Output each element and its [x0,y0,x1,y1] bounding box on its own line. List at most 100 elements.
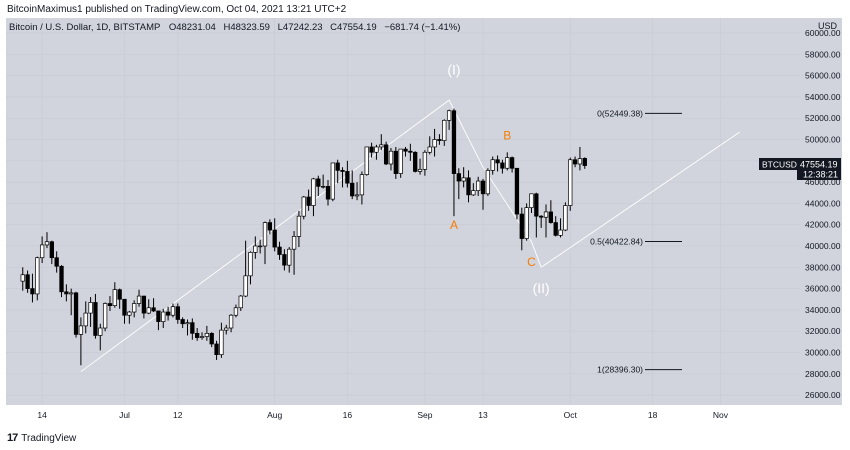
price-badge-countdown: 12:38:21 [803,170,838,180]
candle-body [44,241,50,246]
high-label: H [223,22,230,33]
candle-body [369,146,374,153]
tradingview-brand: TradingView [21,432,77,444]
chart[interactable]: 0(52449.38)0.5(40422.84)1(28396.30) (I) (… [0,18,850,425]
candle-body [49,241,54,259]
candle-body [311,178,316,206]
candle-body [190,322,195,334]
candle-body [509,157,515,169]
time-tick-label: 14 [37,410,47,420]
candle-body [558,229,563,236]
candle-body [461,177,466,182]
candle-body [291,236,297,250]
candle-body [582,157,587,166]
change-value: −681.74 (−1.41%) [384,22,460,33]
candle-body [359,174,365,196]
time-tick-label: Oct [564,410,578,420]
price-badge-value: 47554.19 [800,160,838,170]
candle-body [127,311,132,316]
symbol-badge-text: BTCUSD [762,160,797,170]
candle-body [563,205,568,231]
candle-body [64,291,69,295]
high-value: 48323.59 [230,22,270,33]
price-tick-label: 50000.00 [805,135,841,145]
candle-body [539,215,544,218]
candle-body [287,248,292,266]
candle-body [175,306,180,320]
wave-label: A [450,218,458,232]
candle-body [224,327,229,331]
candle-body [199,336,205,338]
candle-body [514,167,520,215]
candle-body [277,246,282,255]
published-caption: BitcoinMaximus1 published on TradingView… [7,4,347,15]
candle-body [451,110,457,174]
candles [20,108,587,366]
candle-body [141,295,147,314]
price-tick-label: 38000.00 [805,262,841,272]
candle-body [480,180,486,195]
candle-body [495,159,500,164]
price-tick-label: 60000.00 [805,28,841,38]
price-tick-label: 30000.00 [805,348,841,358]
candle-body [383,144,389,165]
time-tick-label: Nov [713,410,729,420]
wave-label: C [527,255,536,269]
candle-body [122,298,127,316]
candle-body [296,215,302,237]
candle-body [432,139,437,148]
candle-body [20,274,25,282]
wave-label: (I) [447,62,460,78]
price-tick-label: 52000.00 [805,113,841,123]
candle-body [456,173,461,182]
candle-body [262,222,268,247]
candle-body [54,257,59,267]
candle-body [519,213,524,239]
candle-body [306,196,311,206]
candle-body [345,171,350,184]
candle-body [534,193,539,217]
candle-body [437,139,442,141]
candle-body [165,311,171,316]
low-label: L [278,22,283,33]
candle-body [107,303,113,306]
price-tick-label: 36000.00 [805,284,841,294]
candle-body [253,245,258,253]
candle-body [335,162,340,171]
close-label: C [330,22,337,33]
candle-body [204,332,210,337]
candle-body [568,159,573,206]
candle-body [388,150,394,165]
candle-body [151,307,156,312]
candle-body [485,170,491,195]
candle-body [379,144,384,148]
candle-body [398,148,403,174]
candle-body [282,254,287,266]
time-tick-label: Sep [417,410,432,420]
candle-body [112,289,117,306]
candle-body [408,150,413,153]
candle-body [185,322,190,325]
candle-body [170,306,176,316]
tradingview-logo-icon: 17 [7,432,18,444]
fibonacci-levels: 0(52449.38) 0.5(40422.84) 1(28396.30) [590,108,682,375]
wave-label: (II) [533,280,550,296]
price-tick-label: 32000.00 [805,326,841,336]
candle-body [161,311,166,322]
time-tick-label: 18 [648,410,658,420]
candle-body [553,222,558,236]
price-tick-label: 34000.00 [805,305,841,315]
time-tick-label: 13 [478,410,488,420]
candle-body [442,119,447,141]
candle-body [364,146,369,175]
fib-level-label: 0.5(40422.84) [590,236,643,246]
candle-body [505,157,510,169]
currency-label: USD [818,21,838,31]
price-axis[interactable]: 26000.00 28000.00 30000.00 32000.00 34000.00… [805,28,841,400]
candle-body [325,186,331,200]
candle-body [35,257,40,295]
grid [6,18,800,405]
candle-body [39,244,45,259]
time-axis[interactable]: 14 Jul 12 Aug 16 Sep 13 Oct 18 Nov [37,410,728,420]
candle-body [248,252,253,277]
